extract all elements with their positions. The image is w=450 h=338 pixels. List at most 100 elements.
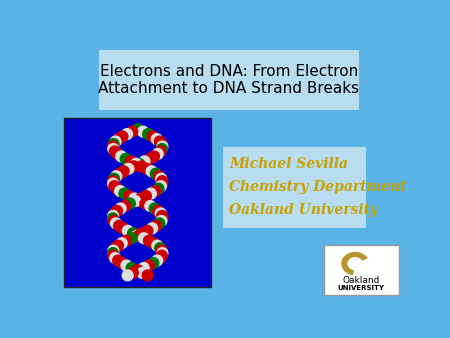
Circle shape (155, 208, 166, 219)
Circle shape (108, 144, 119, 154)
Circle shape (142, 270, 153, 281)
Circle shape (132, 124, 143, 135)
Circle shape (108, 250, 119, 261)
Circle shape (108, 245, 119, 256)
Circle shape (112, 148, 123, 159)
Circle shape (133, 230, 144, 241)
Circle shape (108, 139, 119, 149)
Circle shape (156, 181, 166, 192)
Text: Oakland University: Oakland University (229, 203, 378, 217)
Circle shape (131, 265, 142, 276)
Circle shape (144, 153, 155, 164)
Circle shape (108, 173, 119, 184)
FancyBboxPatch shape (324, 245, 399, 295)
Circle shape (136, 161, 147, 172)
Circle shape (131, 230, 142, 241)
Circle shape (133, 265, 144, 276)
Circle shape (148, 238, 159, 248)
PathPatch shape (341, 252, 368, 275)
Circle shape (153, 183, 164, 194)
Circle shape (144, 235, 154, 246)
Circle shape (144, 260, 154, 271)
Circle shape (108, 178, 118, 189)
Circle shape (118, 223, 129, 234)
Circle shape (130, 196, 141, 207)
Circle shape (128, 161, 139, 172)
Circle shape (142, 225, 153, 236)
Circle shape (122, 270, 133, 281)
Circle shape (116, 238, 127, 248)
Circle shape (138, 126, 148, 137)
Circle shape (109, 208, 120, 219)
Circle shape (157, 211, 167, 221)
Circle shape (127, 268, 138, 278)
Circle shape (153, 171, 164, 182)
Circle shape (152, 240, 163, 251)
Circle shape (145, 188, 156, 199)
Circle shape (109, 181, 120, 192)
Circle shape (127, 126, 138, 137)
Circle shape (151, 134, 162, 144)
Circle shape (139, 233, 149, 244)
Circle shape (152, 255, 162, 266)
Circle shape (122, 225, 133, 236)
Circle shape (111, 218, 122, 229)
Circle shape (141, 163, 152, 174)
Circle shape (138, 263, 149, 273)
Circle shape (121, 260, 132, 271)
Circle shape (120, 200, 130, 211)
Text: Oakland: Oakland (342, 276, 380, 285)
Circle shape (152, 148, 163, 159)
Text: UNIVERSITY: UNIVERSITY (338, 285, 385, 291)
Circle shape (111, 183, 122, 194)
FancyBboxPatch shape (99, 50, 359, 110)
Circle shape (153, 206, 164, 216)
Circle shape (137, 228, 148, 239)
Circle shape (151, 220, 162, 231)
Circle shape (108, 215, 119, 226)
Circle shape (146, 166, 157, 177)
Circle shape (155, 146, 166, 157)
Circle shape (112, 206, 122, 216)
Circle shape (132, 124, 143, 135)
Circle shape (117, 258, 127, 268)
Circle shape (157, 176, 168, 187)
Circle shape (129, 193, 140, 204)
Circle shape (140, 198, 151, 209)
Circle shape (124, 191, 135, 201)
Circle shape (108, 248, 118, 259)
Circle shape (137, 268, 148, 278)
Circle shape (147, 223, 158, 234)
Circle shape (112, 255, 124, 266)
Circle shape (117, 131, 128, 142)
Circle shape (120, 153, 131, 164)
Circle shape (114, 168, 125, 179)
Circle shape (157, 141, 168, 152)
Circle shape (110, 136, 121, 147)
Circle shape (148, 151, 159, 162)
Circle shape (116, 151, 126, 162)
Circle shape (113, 134, 124, 144)
Circle shape (125, 156, 136, 167)
Circle shape (155, 243, 166, 254)
Circle shape (112, 240, 123, 251)
Circle shape (145, 200, 156, 211)
Circle shape (130, 159, 141, 169)
Circle shape (156, 215, 167, 226)
Circle shape (156, 173, 166, 184)
Circle shape (118, 166, 129, 177)
Text: Electrons and DNA: From Electron
Attachment to DNA Strand Breaks: Electrons and DNA: From Electron Attachm… (98, 64, 359, 96)
Circle shape (135, 196, 145, 207)
Circle shape (148, 258, 159, 268)
Circle shape (108, 213, 118, 224)
Circle shape (109, 146, 120, 157)
FancyBboxPatch shape (223, 147, 366, 228)
Circle shape (148, 131, 158, 142)
Circle shape (111, 171, 122, 182)
Circle shape (155, 253, 166, 263)
Circle shape (114, 220, 125, 231)
Circle shape (125, 198, 135, 209)
Circle shape (150, 186, 161, 196)
Circle shape (126, 233, 137, 244)
Circle shape (143, 129, 153, 140)
